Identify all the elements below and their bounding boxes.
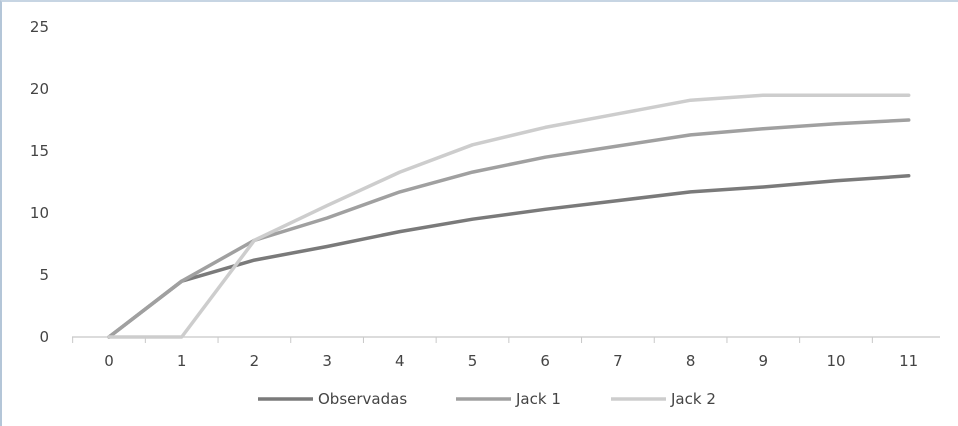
x-tick-label: 3 (322, 352, 332, 370)
x-tick-label: 5 (468, 352, 478, 370)
y-tick-label: 20 (30, 80, 49, 98)
x-tick-label: 8 (686, 352, 696, 370)
x-tick-label: 6 (540, 352, 550, 370)
x-tick-label: 10 (826, 352, 845, 370)
axes: 0 1 2 3 4 5 6 7 8 9 10 11 0 5 10 15 20 25 (30, 18, 940, 370)
series-line-jack-1 (107, 118, 911, 339)
y-tick-label: 0 (39, 328, 49, 346)
x-tick-label: 4 (395, 352, 405, 370)
y-tick-label: 10 (30, 204, 49, 222)
x-tick-label: 0 (104, 352, 114, 370)
y-tick-label: 15 (30, 142, 49, 160)
legend: Observadas Jack 1 Jack 2 (258, 390, 716, 408)
y-tick-label: 25 (30, 18, 49, 36)
legend-label: Observadas (318, 390, 407, 408)
x-tick-label: 9 (759, 352, 769, 370)
legend-label: Jack 2 (670, 390, 716, 408)
legend-label: Jack 1 (515, 390, 561, 408)
series-line-jack-2 (107, 93, 911, 339)
x-tick-label: 11 (899, 352, 918, 370)
y-tick-label: 5 (39, 266, 49, 284)
x-tick-label: 2 (250, 352, 260, 370)
series-line-observadas (107, 174, 911, 339)
series-lines (107, 93, 911, 339)
x-tick-label: 7 (613, 352, 623, 370)
x-tick-label: 1 (177, 352, 187, 370)
